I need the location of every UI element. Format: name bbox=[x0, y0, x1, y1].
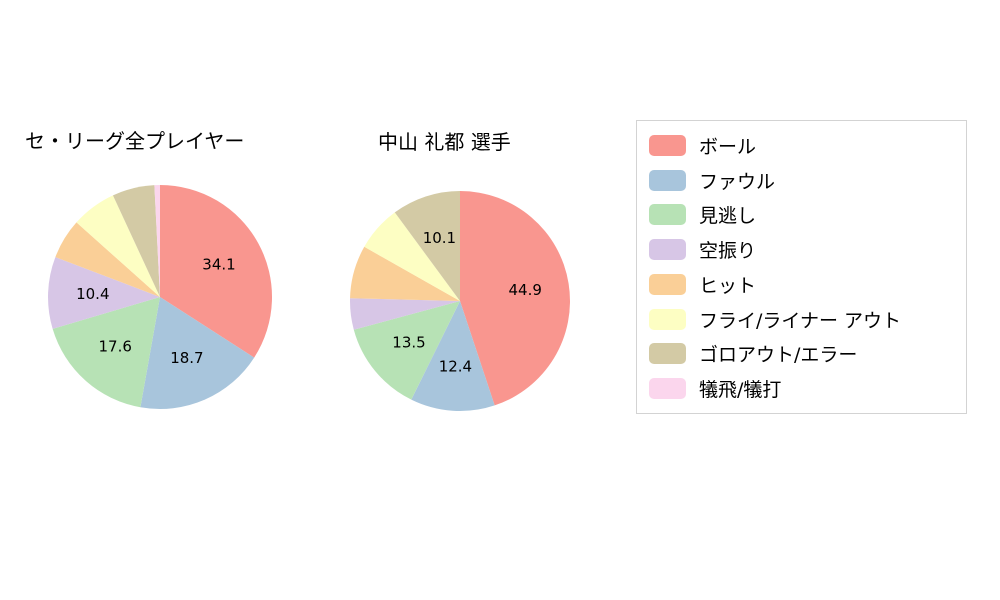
legend-label-sacrifice: 犠飛/犠打 bbox=[699, 379, 782, 402]
legend-item-called-strike: 見逃し bbox=[649, 201, 956, 228]
legend-swatch-hit bbox=[649, 273, 686, 295]
legend-label-ball: ボール bbox=[699, 135, 757, 158]
pie-slice-6 bbox=[394, 191, 460, 301]
legend-label-fly-liner-out: フライ/ライナー アウト bbox=[699, 309, 902, 332]
legend-label-ground-out-error: ゴロアウト/エラー bbox=[699, 344, 858, 367]
pie-value-label: 12.4 bbox=[439, 357, 472, 375]
pie-slice-0 bbox=[460, 191, 570, 406]
legend-item-foul: ファウル bbox=[649, 167, 956, 194]
pie-slice-2 bbox=[353, 301, 460, 400]
legend-item-fly-liner-out: フライ/ライナー アウト bbox=[649, 306, 956, 333]
chart-title-player: 中山 礼都 選手 bbox=[378, 130, 511, 154]
pie-slice-5 bbox=[76, 195, 160, 297]
legend: ボール ファウル 見逃し 空振り ヒット フライ/ライナー アウト ゴロアウト/… bbox=[636, 120, 967, 414]
pie-slice-6 bbox=[112, 185, 160, 297]
pie-slice-0 bbox=[160, 185, 273, 358]
legend-swatch-sacrifice bbox=[649, 378, 686, 400]
legend-label-hit: ヒット bbox=[699, 274, 757, 297]
legend-label-foul: ファウル bbox=[699, 170, 776, 193]
pie-slice-5 bbox=[364, 212, 460, 301]
pie-slice-3 bbox=[349, 298, 460, 330]
pie-slice-4 bbox=[55, 222, 160, 297]
legend-swatch-foul bbox=[649, 169, 686, 191]
pie-value-label: 34.1 bbox=[202, 255, 235, 273]
pie-slice-4 bbox=[350, 246, 460, 301]
pie-slice-2 bbox=[52, 297, 160, 408]
pie-chart-league: 34.1 18.7 17.6 10.4 bbox=[48, 185, 273, 409]
legend-item-sacrifice: 犠飛/犠打 bbox=[649, 375, 956, 402]
legend-swatch-fly-liner-out bbox=[649, 308, 686, 330]
pie-value-label: 17.6 bbox=[98, 338, 131, 356]
pie-slice-7 bbox=[154, 185, 160, 297]
pie-value-label: 10.4 bbox=[76, 285, 109, 303]
legend-item-ball: ボール bbox=[649, 132, 956, 159]
legend-item-swinging-strike: 空振り bbox=[649, 236, 956, 263]
legend-swatch-ball bbox=[649, 134, 686, 156]
pie-value-label: 10.1 bbox=[423, 229, 456, 247]
legend-item-ground-out-error: ゴロアウト/エラー bbox=[649, 340, 956, 367]
pie-value-label: 18.7 bbox=[170, 349, 203, 367]
pie-value-label: 13.5 bbox=[392, 333, 425, 351]
pie-slice-1 bbox=[411, 301, 495, 411]
legend-item-hit: ヒット bbox=[649, 271, 956, 298]
legend-swatch-swinging-strike bbox=[649, 239, 686, 261]
legend-label-called-strike: 見逃し bbox=[699, 205, 757, 228]
legend-label-swinging-strike: 空振り bbox=[699, 240, 757, 263]
legend-swatch-called-strike bbox=[649, 204, 686, 226]
pie-value-label: 44.9 bbox=[508, 281, 541, 299]
pie-slice-3 bbox=[48, 257, 160, 329]
legend-swatch-ground-out-error bbox=[649, 343, 686, 365]
pie-chart-player: 44.9 12.4 13.5 10.1 bbox=[349, 191, 570, 411]
pie-slice-1 bbox=[140, 297, 255, 409]
chart-title-league: セ・リーグ全プレイヤー bbox=[25, 129, 245, 153]
